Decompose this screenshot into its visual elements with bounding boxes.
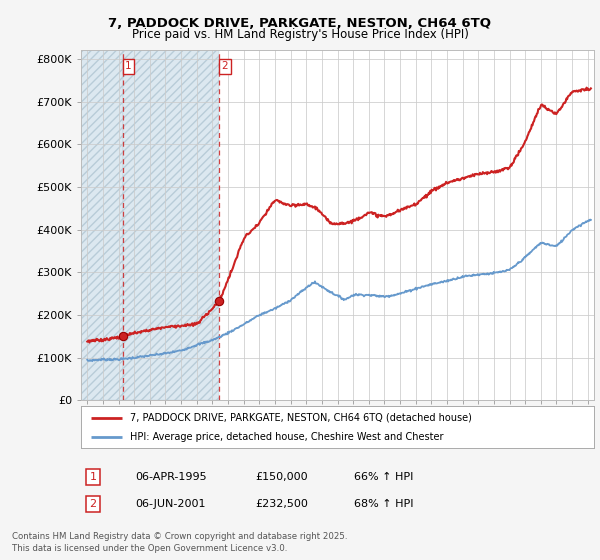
Bar xyxy=(123,50,219,400)
Text: 1: 1 xyxy=(125,61,132,71)
Text: 1: 1 xyxy=(89,472,97,482)
Text: 2: 2 xyxy=(221,61,228,71)
Text: 68% ↑ HPI: 68% ↑ HPI xyxy=(354,499,413,509)
Text: 7, PADDOCK DRIVE, PARKGATE, NESTON, CH64 6TQ: 7, PADDOCK DRIVE, PARKGATE, NESTON, CH64… xyxy=(109,17,491,30)
Text: 06-JUN-2001: 06-JUN-2001 xyxy=(135,499,205,509)
Text: HPI: Average price, detached house, Cheshire West and Chester: HPI: Average price, detached house, Ches… xyxy=(130,432,443,442)
Text: £232,500: £232,500 xyxy=(255,499,308,509)
Bar xyxy=(123,50,219,400)
Text: 7, PADDOCK DRIVE, PARKGATE, NESTON, CH64 6TQ (detached house): 7, PADDOCK DRIVE, PARKGATE, NESTON, CH64… xyxy=(130,413,472,423)
Bar xyxy=(81,50,123,400)
Text: Contains HM Land Registry data © Crown copyright and database right 2025.
This d: Contains HM Land Registry data © Crown c… xyxy=(12,533,347,553)
Bar xyxy=(81,50,123,400)
Text: 2: 2 xyxy=(89,499,97,509)
Text: £150,000: £150,000 xyxy=(255,472,308,482)
Text: 66% ↑ HPI: 66% ↑ HPI xyxy=(354,472,413,482)
Text: Price paid vs. HM Land Registry's House Price Index (HPI): Price paid vs. HM Land Registry's House … xyxy=(131,28,469,41)
Text: 06-APR-1995: 06-APR-1995 xyxy=(135,472,206,482)
